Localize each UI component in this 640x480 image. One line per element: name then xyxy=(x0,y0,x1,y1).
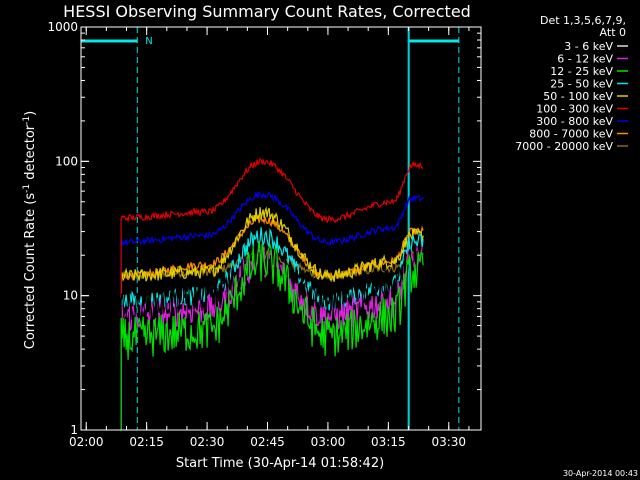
legend-label-2: 12 - 25 keV xyxy=(550,65,613,78)
night-indicator-layer: N xyxy=(81,27,460,430)
series-line-4 xyxy=(120,206,424,430)
legend-label-7: 800 - 7000 keV xyxy=(529,128,613,141)
legend-label-0: 3 - 6 keV xyxy=(564,40,613,53)
x-tick-label: 03:00 xyxy=(311,435,346,449)
legend-label-6: 300 - 800 keV xyxy=(536,115,613,128)
legend-header-1: Att 0 xyxy=(600,26,626,39)
legend-header-0: Det 1,3,5,6,7,9, xyxy=(540,14,626,27)
timestamp: 30-Apr-2014 00:43 xyxy=(563,469,638,478)
y-tick-label: 100 xyxy=(55,154,78,168)
legend-label-4: 50 - 100 keV xyxy=(543,90,613,103)
x-tick-label: 03:15 xyxy=(371,435,406,449)
legend-label-1: 6 - 12 keV xyxy=(557,53,613,66)
series-line-6 xyxy=(120,190,424,430)
y-axis-label-part-2: detector xyxy=(23,124,38,184)
y-axis-label-part-3: -1 xyxy=(22,116,32,125)
legend-label-3: 25 - 50 keV xyxy=(550,78,613,91)
series-line-2 xyxy=(120,241,424,430)
y-axis-label-part-1: -1 xyxy=(22,184,32,193)
x-tick-label: 02:30 xyxy=(190,435,225,449)
x-tick-label: 02:00 xyxy=(69,435,104,449)
series-line-8 xyxy=(120,249,424,430)
y-axis-label: Corrected Count Rate (s-1 detector-1) xyxy=(22,111,38,349)
plot-frame xyxy=(80,26,482,431)
y-axis-label-part-0: Corrected Count Rate (s xyxy=(23,193,38,350)
series-layer xyxy=(120,157,424,430)
chart-title: HESSI Observing Summary Count Rates, Cor… xyxy=(63,2,471,21)
legend-label-5: 100 - 300 keV xyxy=(536,103,613,116)
series-line-5 xyxy=(120,157,424,430)
y-tick-label: 1 xyxy=(70,423,78,437)
x-tick-label: 03:30 xyxy=(431,435,466,449)
y-tick-label: 1000 xyxy=(47,20,78,34)
x-axis-label: Start Time (30-Apr-14 01:58:42) xyxy=(176,456,384,471)
x-tick-label: 02:15 xyxy=(129,435,164,449)
y-tick-label: 10 xyxy=(63,289,78,303)
y-axis-label-part-4: ) xyxy=(23,111,38,116)
night-marker-label: N xyxy=(145,36,152,47)
legend-label-8: 7000 - 20000 keV xyxy=(515,140,613,153)
axes-layer: 1 10 100 1000 02:00 02:15 02:30 02:45 03:00 03:15… xyxy=(47,20,482,449)
x-tick-label: 02:45 xyxy=(250,435,285,449)
